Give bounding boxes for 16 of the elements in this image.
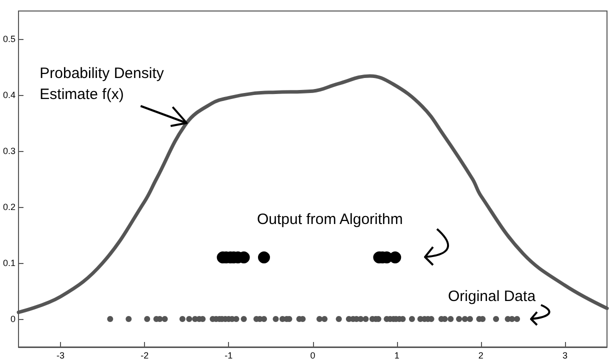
x-tick-label: -2 (140, 350, 149, 360)
annotation: Probability Density Estimate f(x) (40, 65, 164, 103)
y-tick-label: 0.1 (2, 258, 16, 268)
y-tick-label: 0 (10, 314, 16, 324)
x-tick-label: -1 (224, 350, 233, 360)
x-tick-label: 2 (478, 350, 484, 360)
x-tick-label: 3 (562, 350, 568, 360)
y-tick-label: 0.2 (2, 202, 16, 212)
annotation: Output from Algorithm (257, 211, 403, 228)
y-tick-label: 0.5 (2, 34, 16, 44)
x-tick-label: 1 (394, 350, 400, 360)
y-tick-label: 0.3 (2, 146, 16, 156)
annotation: Original Data (448, 288, 536, 305)
x-tick-label: -3 (56, 350, 65, 360)
y-tick-label: 0.4 (2, 90, 16, 100)
x-tick-label: 0 (310, 350, 316, 360)
